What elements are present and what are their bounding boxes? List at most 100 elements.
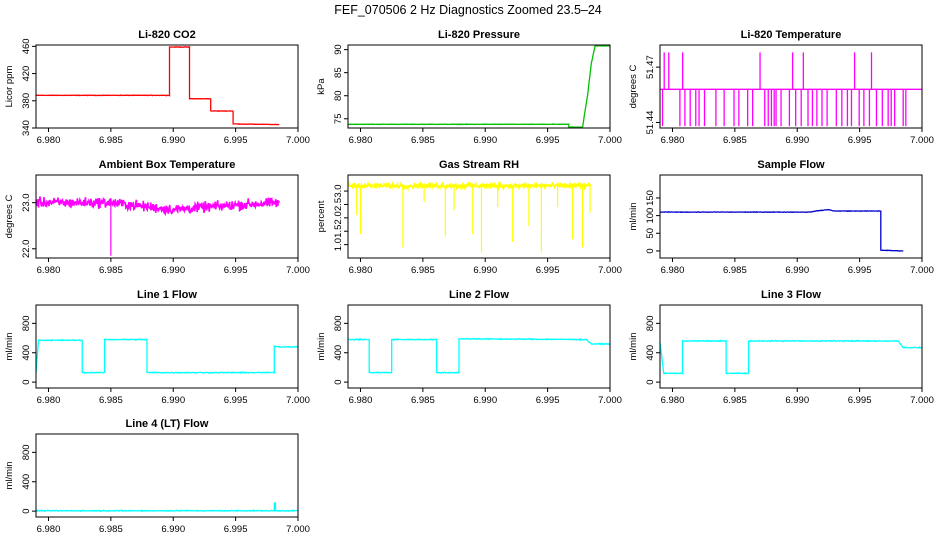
y-tick-label: 90 xyxy=(333,44,344,55)
y-tick-label: 460 xyxy=(21,38,32,54)
panel-6: Sample Flow 6.980 6.985 6.990 6.995 7.000 0 50 1… xyxy=(628,159,934,276)
y-axis-label: ml/min xyxy=(4,462,15,490)
y-tick-label: 0 xyxy=(21,508,32,513)
x-tick-label: 6.980 xyxy=(349,265,373,276)
y-tick-label: 1.5 xyxy=(333,225,344,238)
x-tick-label: 7.000 xyxy=(598,135,622,146)
y-axis-label: ml/min xyxy=(316,333,327,361)
x-tick-label: 7.000 xyxy=(598,395,622,406)
panel-title: Gas Stream RH xyxy=(439,159,519,171)
y-tick-label: 23.0 xyxy=(21,193,32,212)
x-tick-label: 7.000 xyxy=(286,135,310,146)
y-tick-label: 75 xyxy=(333,113,344,124)
plot-frame xyxy=(659,174,923,259)
x-tick-label: 6.995 xyxy=(536,265,560,276)
plot-frame xyxy=(35,304,299,389)
y-tick-label: 380 xyxy=(21,93,32,109)
y-tick-label: 0 xyxy=(645,379,656,384)
y-tick-label: 340 xyxy=(21,120,32,136)
series-line xyxy=(36,196,281,217)
x-tick-label: 7.000 xyxy=(286,395,310,406)
y-tick-label: 51.44 xyxy=(645,111,656,135)
panel-title: Line 1 Flow xyxy=(137,289,197,301)
x-tick-label: 6.990 xyxy=(161,135,185,146)
y-tick-label: 400 xyxy=(645,345,656,361)
panel-7: Line 1 Flow 6.980 6.985 6.990 6.995 7.000 0 400… xyxy=(4,289,310,406)
y-axis-label: Licor ppm xyxy=(4,66,15,108)
y-tick-label: 400 xyxy=(333,345,344,361)
plot-area xyxy=(660,339,922,376)
series-line xyxy=(348,180,592,192)
panel-title: Li-820 Temperature xyxy=(741,29,842,41)
panel-title: Line 3 Flow xyxy=(761,289,821,301)
x-tick-label: 6.980 xyxy=(349,135,373,146)
y-tick-label: 22.0 xyxy=(21,240,32,259)
y-tick-label: 2.0 xyxy=(333,211,344,224)
x-tick-label: 6.995 xyxy=(848,135,872,146)
x-tick-label: 6.985 xyxy=(411,395,435,406)
y-axis-label: ml/min xyxy=(4,333,15,361)
plot-area xyxy=(36,45,280,126)
x-tick-label: 6.985 xyxy=(723,395,747,406)
plot-frame xyxy=(347,304,611,389)
y-axis-label: ml/min xyxy=(628,333,639,361)
x-tick-label: 7.000 xyxy=(286,524,310,535)
x-tick-label: 6.980 xyxy=(661,135,685,146)
panel-5: Gas Stream RH 6.980 6.985 6.990 6.995 7.000 1.… xyxy=(316,159,622,276)
x-tick-label: 7.000 xyxy=(910,135,934,146)
x-tick-label: 6.995 xyxy=(224,395,248,406)
x-tick-label: 6.985 xyxy=(411,265,435,276)
x-tick-label: 7.000 xyxy=(910,265,934,276)
series-line xyxy=(348,45,610,128)
x-tick-label: 6.980 xyxy=(37,135,61,146)
y-tick-label: 800 xyxy=(21,315,32,331)
y-tick-label: 800 xyxy=(333,315,344,331)
x-tick-label: 6.980 xyxy=(37,395,61,406)
y-tick-label: 80 xyxy=(333,90,344,101)
panel-title: Li-820 CO2 xyxy=(138,29,195,41)
x-tick-label: 6.980 xyxy=(37,524,61,535)
x-tick-label: 6.990 xyxy=(473,395,497,406)
panel-10: Line 4 (LT) Flow 6.980 6.985 6.990 6.995 7.00… xyxy=(4,418,310,535)
plot-area xyxy=(36,337,298,375)
y-axis-label: degrees C xyxy=(4,194,15,238)
panel-8: Line 2 Flow 6.980 6.985 6.990 6.995 7.000 0 400… xyxy=(316,289,622,406)
y-tick-label: 400 xyxy=(21,345,32,361)
x-tick-label: 6.985 xyxy=(99,524,123,535)
series-line xyxy=(36,45,280,126)
x-tick-label: 7.000 xyxy=(286,265,310,276)
y-tick-label: 85 xyxy=(333,67,344,78)
y-tick-label: 1.0 xyxy=(333,238,344,251)
y-tick-label: 3.0 xyxy=(333,184,344,197)
plot-area xyxy=(660,52,922,127)
plot-area xyxy=(348,45,610,128)
y-axis-label: degrees C xyxy=(628,64,639,108)
y-tick-label: 51.47 xyxy=(645,55,656,79)
panel-3: Li-820 Temperature 6.980 6.985 6.990 6.995 7.… xyxy=(628,29,934,146)
x-tick-label: 6.980 xyxy=(661,265,685,276)
series-line xyxy=(660,339,922,376)
x-tick-label: 6.980 xyxy=(349,395,373,406)
plot-frame xyxy=(659,44,923,129)
panel-4: Ambient Box Temperature 6.980 6.985 6.990 6.… xyxy=(4,159,310,276)
panel-1: Li-820 CO2 6.980 6.985 6.990 6.995 7.000 340 38… xyxy=(4,29,310,146)
plot-frame xyxy=(347,44,611,129)
panel-title: Line 4 (LT) Flow xyxy=(126,418,209,430)
y-tick-label: 400 xyxy=(21,474,32,490)
plot-area xyxy=(36,502,298,513)
x-tick-label: 6.985 xyxy=(411,135,435,146)
y-axis-label: ml/min xyxy=(628,203,639,231)
x-tick-label: 6.995 xyxy=(536,135,560,146)
x-tick-label: 6.990 xyxy=(785,395,809,406)
y-axis-label: kPa xyxy=(316,78,327,95)
y-tick-label: 800 xyxy=(21,444,32,460)
x-tick-label: 7.000 xyxy=(598,265,622,276)
x-tick-label: 6.990 xyxy=(785,265,809,276)
plot-area xyxy=(660,208,904,252)
x-tick-label: 6.985 xyxy=(723,135,747,146)
figure-title: FEF_070506 2 Hz Diagnostics Zoomed 23.5–… xyxy=(334,3,602,17)
y-tick-label: 0 xyxy=(645,248,656,253)
x-tick-label: 6.990 xyxy=(785,135,809,146)
x-tick-label: 6.990 xyxy=(473,135,497,146)
